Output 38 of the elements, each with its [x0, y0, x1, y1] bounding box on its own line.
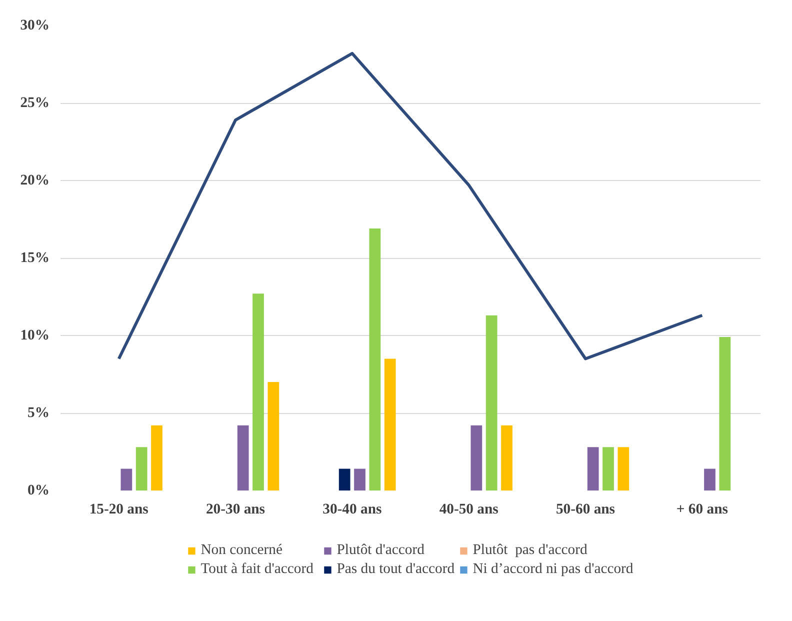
y-tick-label: 0%	[28, 482, 50, 498]
bar	[719, 337, 731, 490]
y-tick-label: 20%	[20, 172, 50, 188]
bar	[151, 425, 162, 490]
legend-label: Tout à fait d'accord	[200, 561, 314, 578]
legend-label: Ni d’accord ni pas d'accord	[472, 561, 634, 578]
bar	[369, 228, 381, 490]
x-tick-label: 15-20 ans	[89, 502, 149, 518]
x-tick-label: 20-30 ans	[206, 502, 266, 518]
bar	[120, 468, 132, 490]
bar	[486, 315, 498, 490]
x-tick-label: 30-40 ans	[322, 502, 382, 518]
legend-label: Plutôt pas d'accord	[472, 542, 588, 559]
legend-label: Pas du tout d'accord	[336, 561, 456, 578]
bar	[338, 468, 350, 490]
y-tick-label: 15%	[20, 250, 50, 266]
legend-label: Non concerné	[200, 542, 284, 559]
bar	[384, 358, 396, 490]
y-tick-label: 25%	[20, 95, 50, 111]
line-series	[117, 52, 704, 360]
bar	[268, 382, 280, 490]
bar	[704, 468, 716, 490]
bar	[501, 425, 512, 490]
legend-label: Plutôt d'accord	[336, 542, 426, 559]
y-tick-label: 10%	[20, 328, 50, 344]
x-tick-label: 40-50 ans	[439, 502, 499, 518]
bar	[470, 425, 482, 490]
bar	[587, 447, 599, 490]
bar	[136, 447, 148, 490]
y-tick-label: 5%	[28, 405, 50, 421]
x-tick-label: 50-60 ans	[556, 502, 616, 518]
bar	[602, 447, 614, 490]
bar	[354, 468, 366, 490]
y-tick-label: 30%	[20, 18, 50, 34]
x-tick-label: + 60 ans	[676, 502, 728, 518]
bar	[237, 425, 249, 490]
bar	[618, 447, 630, 490]
bar	[252, 294, 264, 490]
